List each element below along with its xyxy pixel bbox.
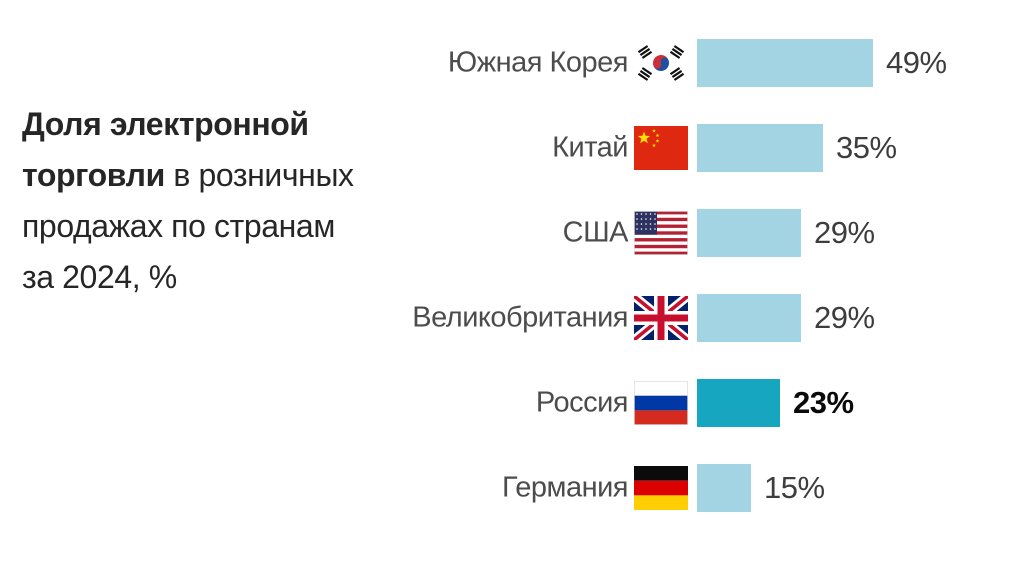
bar-value: 15% (764, 470, 825, 505)
title-regular-text: в розничных (164, 157, 354, 193)
bar-de (697, 464, 751, 512)
country-label: Китай (552, 131, 628, 164)
title-bold-text: Доля электронной (22, 106, 309, 142)
bar-cn (697, 124, 823, 172)
flag-de-icon (634, 466, 688, 510)
country-label: Южная Корея (447, 46, 629, 79)
bar-ru (697, 379, 780, 427)
flag-kr-icon (634, 41, 688, 85)
flag-us-icon (634, 211, 688, 255)
bar-value: 35% (836, 130, 897, 165)
flag-gb-icon (634, 296, 688, 340)
chart-row: Россия 23% (0, 361, 1024, 445)
bar-value: 49% (886, 45, 947, 80)
chart-row: Германия 15% (0, 446, 1024, 530)
bar-value: 23% (793, 385, 854, 420)
title-regular-text: продажах по странам (22, 208, 335, 244)
country-label: Великобритания (412, 301, 628, 334)
chart-row: США 29% (0, 191, 1024, 275)
bar-gb (697, 294, 801, 342)
chart-row: Китай 35% (0, 106, 1024, 190)
chart-title: Доля электронной торговли в розничных прод… (22, 99, 392, 303)
country-label: США (562, 216, 629, 249)
chart-row: Южная Корея 49% (0, 21, 1024, 105)
bar-kr (697, 39, 873, 87)
title-line: Доля электронной (22, 99, 392, 150)
bar-value: 29% (814, 300, 875, 335)
bar-value: 29% (814, 215, 875, 250)
country-label: Россия (535, 386, 629, 419)
title-line: торговли в розничных (22, 150, 392, 201)
title-regular-text: за 2024, % (22, 259, 177, 295)
title-line: за 2024, % (22, 252, 392, 303)
bar-us (697, 209, 801, 257)
chart-row: Великобритания 29% (0, 276, 1024, 360)
title-bold-text: торговли (22, 157, 165, 193)
flag-ru-icon (634, 381, 688, 425)
title-line: продажах по странам (22, 201, 392, 252)
country-label: Германия (501, 471, 629, 504)
flag-cn-icon (634, 126, 688, 170)
